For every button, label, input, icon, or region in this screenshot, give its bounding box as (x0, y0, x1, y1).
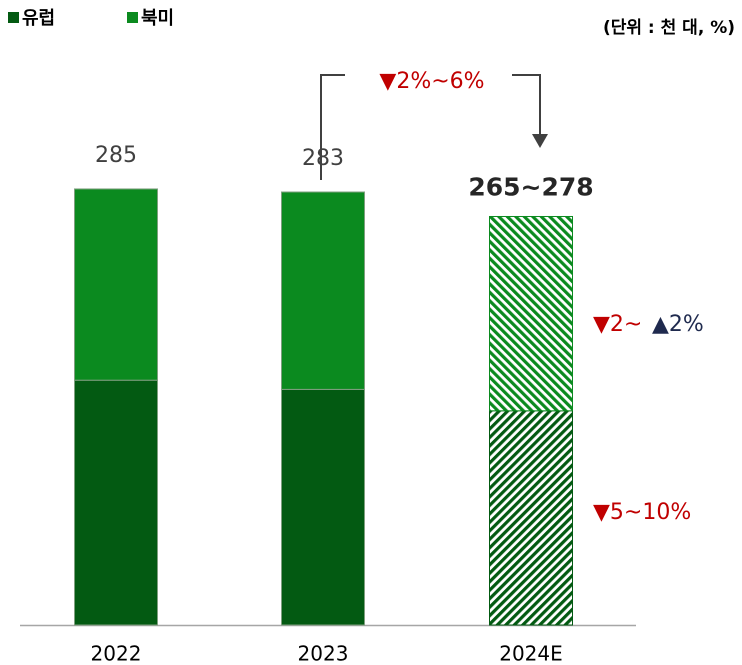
legend-swatch (8, 12, 19, 23)
bar-segment (281, 388, 365, 626)
bar-segment (74, 379, 158, 626)
legend-label: 북미 (141, 8, 174, 29)
arrow-head (532, 134, 548, 148)
total-label: 283 (302, 146, 344, 171)
bar-segment (74, 188, 158, 381)
bar-segment (281, 191, 365, 390)
legend-swatch (127, 12, 138, 23)
annotation: ▼5~10% (593, 500, 691, 525)
bracket (320, 74, 345, 180)
bar-segment (489, 215, 573, 412)
unit-label: (단위 : 천 대, %) (603, 18, 735, 38)
total-label: 285 (95, 143, 137, 168)
annotation: ▼2%~6% (379, 69, 484, 94)
annotation: ▲2% (652, 312, 704, 337)
annotation: ▼2~ (593, 312, 642, 337)
x-tick-label: 2023 (298, 642, 349, 665)
x-tick-label: 2024E (499, 642, 563, 665)
bar-segment (489, 410, 573, 626)
total-label: 265~278 (468, 172, 593, 201)
x-tick-label: 2022 (91, 642, 142, 665)
bracket (512, 74, 541, 136)
legend-label: 유럽 (22, 8, 55, 29)
